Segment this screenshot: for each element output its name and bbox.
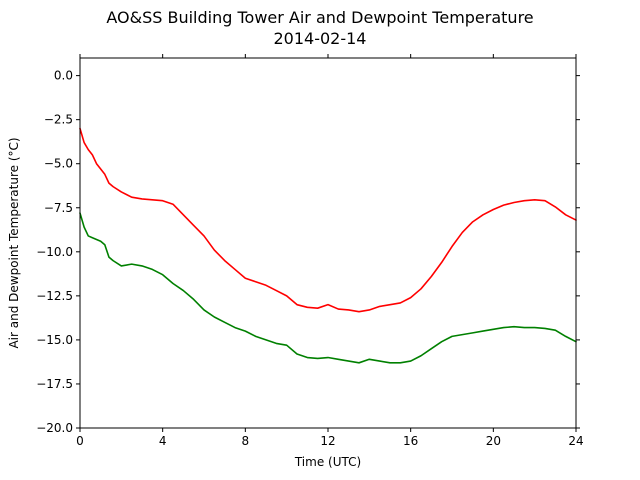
- y-tick-label: −5.0: [44, 157, 73, 171]
- x-tick-label: 24: [568, 434, 583, 448]
- series-line-2: [79, 212, 577, 364]
- y-tick-label: −20.0: [36, 421, 73, 435]
- x-tick-label: 20: [486, 434, 501, 448]
- y-axis: 0.0 −2.5 −5.0 −7.5 −10.0 −12.5 −15.0 −17.5 −20.0: [36, 69, 580, 435]
- y-tick-label: −7.5: [44, 201, 73, 215]
- y-tick-label: −10.0: [36, 245, 73, 259]
- y-tick-label: 0.0: [54, 69, 73, 83]
- x-axis-label: Time (UTC): [294, 455, 361, 469]
- chart-subtitle: 2014-02-14: [273, 29, 367, 48]
- plot-frame: [79, 57, 577, 429]
- series-line-1: [79, 127, 577, 313]
- x-tick-label: 8: [242, 434, 250, 448]
- x-tick-label: 0: [76, 434, 84, 448]
- x-tick-label: 16: [403, 434, 418, 448]
- y-tick-label: −12.5: [36, 289, 73, 303]
- chart-title: AO&SS Building Tower Air and Dewpoint Te…: [106, 8, 534, 27]
- series-layer: [79, 127, 577, 364]
- x-tick-label: 4: [159, 434, 167, 448]
- x-tick-label: 12: [320, 434, 335, 448]
- y-axis-label: Air and Dewpoint Temperature (°C): [7, 137, 21, 348]
- x-axis: 0 4 8 12 16 20 24: [76, 54, 584, 448]
- y-tick-label: −17.5: [36, 377, 73, 391]
- y-tick-label: −15.0: [36, 333, 73, 347]
- y-tick-label: −2.5: [44, 113, 73, 127]
